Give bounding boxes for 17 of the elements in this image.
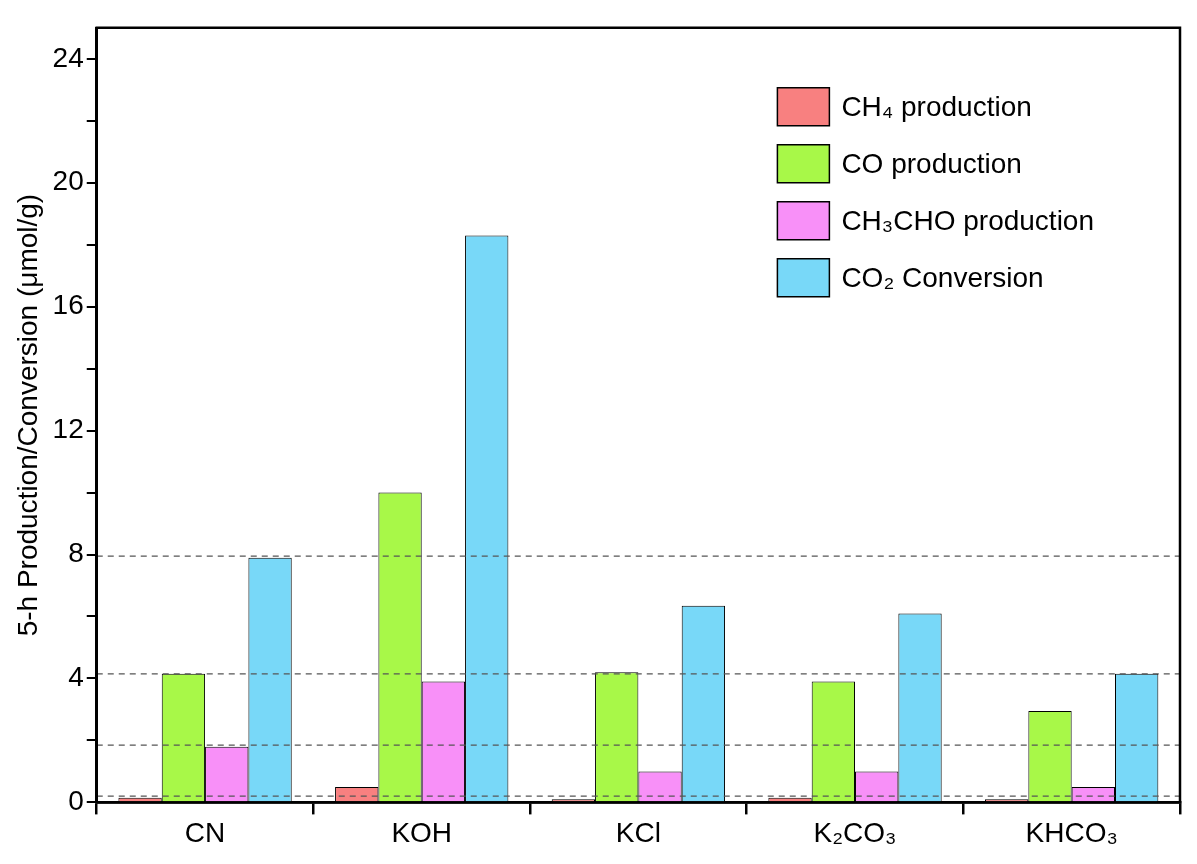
legend-label: CH₃CHO production [841,204,1095,236]
x-tick-label: KOH [391,816,453,848]
y-axis-title: 5-h Production/Conversion (μmol/g) [11,193,43,637]
y-tick-label: 12 [52,413,84,445]
y-tick-label: 24 [52,41,84,73]
y-tick-label: 4 [68,661,84,693]
legend-label: CO₂ Conversion [841,261,1044,293]
x-tick-label: K₂CO₃ [813,816,897,848]
y-tick-label: 16 [52,289,84,321]
legend-label: CO production [841,147,1022,179]
legend-label: CH₄ production [841,90,1032,122]
x-tick-label: CN [184,816,226,848]
y-tick-label: 0 [68,785,84,817]
x-tick-label: KCl [615,816,661,848]
x-tick-label: KHCO₃ [1025,816,1118,848]
y-tick-label: 8 [68,537,84,569]
y-tick-label: 20 [52,165,84,197]
